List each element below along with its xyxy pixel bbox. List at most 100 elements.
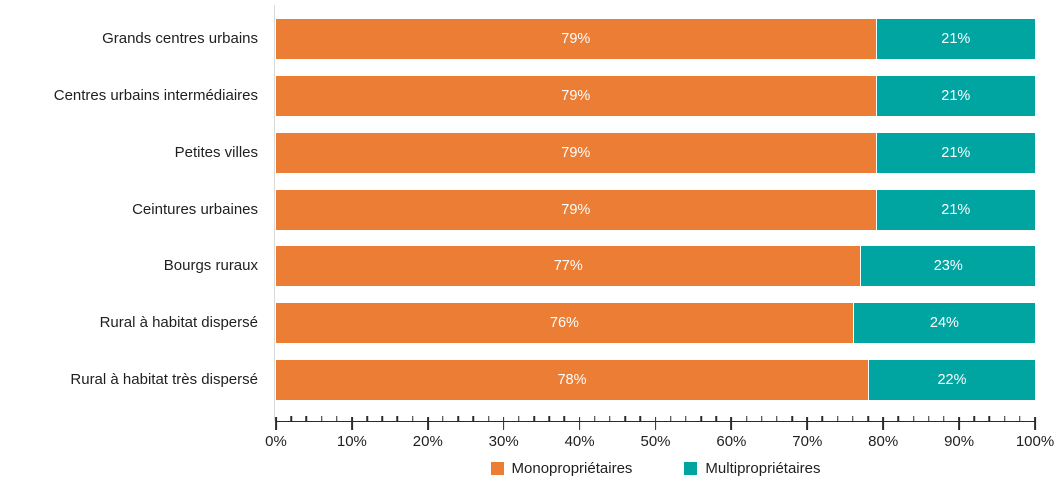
data-label: 22% <box>937 372 967 389</box>
category-label: Ceintures urbaines <box>132 200 258 218</box>
minor-tick <box>973 415 976 422</box>
x-tick-label: 80% <box>868 433 899 450</box>
minor-tick <box>305 415 308 422</box>
minor-tick <box>943 415 945 422</box>
stacked-bar: 77% 23% <box>276 246 1035 287</box>
minor-tick <box>669 415 672 422</box>
minor-tick <box>411 415 414 422</box>
x-tick-label: 40% <box>564 433 595 450</box>
table-row: Petites villes 79% 21% <box>0 132 1035 173</box>
table-row: Centres urbains intermédiaires 79% 21% <box>0 75 1035 116</box>
minor-tick <box>487 415 490 422</box>
major-tick <box>502 417 505 430</box>
legend-swatch-icon <box>490 462 504 475</box>
bar-segment-multipropriétaires: 22% <box>868 360 1035 401</box>
x-tick-label: 20% <box>412 433 443 450</box>
bar-segment-monopropriétaires: 78% <box>276 360 869 401</box>
minor-tick <box>867 415 869 422</box>
minor-tick <box>927 415 930 422</box>
major-tick <box>1034 417 1036 430</box>
bar-segment-monopropriétaires: 77% <box>276 246 861 287</box>
major-tick <box>350 417 353 430</box>
minor-tick <box>821 415 824 422</box>
stacked-bar: 79% 21% <box>276 189 1035 230</box>
x-tick-label: 60% <box>716 433 747 450</box>
minor-tick <box>533 415 535 422</box>
minor-tick <box>1019 415 1021 422</box>
minor-tick <box>745 415 748 422</box>
data-label: 79% <box>561 144 591 161</box>
legend-item: Multipropriétaires <box>684 460 820 477</box>
table-row: Ceintures urbaines 79% 21% <box>0 189 1035 230</box>
minor-tick <box>639 415 642 422</box>
minor-tick <box>381 415 383 422</box>
data-label: 79% <box>561 31 591 47</box>
category-label: Bourgs ruraux <box>163 257 258 275</box>
table-row: Rural à habitat dispersé 76% 24% <box>0 303 1035 344</box>
major-tick <box>730 417 733 430</box>
major-tick <box>654 417 657 430</box>
data-label: 21% <box>941 144 971 161</box>
table-row: Bourgs ruraux 77% 23% <box>0 246 1035 287</box>
minor-tick <box>685 415 687 422</box>
minor-tick <box>594 415 596 422</box>
bar-segment-multipropriétaires: 23% <box>860 246 1035 287</box>
minor-tick <box>897 415 900 422</box>
minor-tick <box>563 415 566 422</box>
x-tick-label: 100% <box>1015 433 1055 450</box>
minor-tick <box>836 415 839 422</box>
major-tick <box>578 417 581 430</box>
minor-tick <box>1003 415 1006 422</box>
minor-tick <box>988 415 991 422</box>
major-tick <box>426 417 429 430</box>
minor-tick <box>791 415 793 422</box>
x-tick-label: 30% <box>488 433 519 450</box>
minor-tick <box>912 415 915 422</box>
stacked-bar: 76% 24% <box>276 303 1035 344</box>
minor-tick <box>442 415 444 422</box>
data-label: 21% <box>941 87 971 104</box>
minor-tick <box>320 415 323 422</box>
major-tick <box>958 417 960 430</box>
bar-segment-multipropriétaires: 21% <box>875 189 1035 230</box>
legend: Monopropriétaires Multipropriétaires <box>276 460 1035 477</box>
minor-tick <box>776 415 778 422</box>
category-label: Grands centres urbains <box>102 30 258 47</box>
minor-tick <box>624 415 626 422</box>
minor-tick <box>396 415 399 422</box>
minor-tick <box>457 415 459 422</box>
data-label: 76% <box>549 315 579 332</box>
bar-segment-multipropriétaires: 21% <box>875 19 1035 59</box>
data-label: 21% <box>941 31 971 47</box>
data-label: 77% <box>553 258 583 275</box>
stacked-bar: 79% 21% <box>276 132 1035 173</box>
stacked-bar: 79% 21% <box>276 75 1035 116</box>
bar-segment-monopropriétaires: 79% <box>276 75 876 116</box>
minor-tick <box>518 415 520 422</box>
legend-label: Monopropriétaires <box>511 460 633 477</box>
x-tick-label: 50% <box>640 433 671 450</box>
data-label: 23% <box>933 258 963 275</box>
bar-segment-multipropriétaires: 21% <box>875 132 1035 173</box>
data-label: 24% <box>929 315 959 332</box>
x-axis: 0% 10% 20% 30% 40% 50% 60% 70% 80% 90% 100% <box>265 413 1054 453</box>
legend-item: Monopropriétaires <box>490 460 633 477</box>
bar-segment-monopropriétaires: 76% <box>276 303 853 344</box>
major-tick <box>882 417 885 430</box>
category-label: Petites villes <box>174 143 258 161</box>
minor-tick <box>290 415 292 422</box>
minor-tick <box>761 415 763 422</box>
legend-label: Multipropriétaires <box>705 460 821 477</box>
data-label: 79% <box>561 201 591 218</box>
bar-segment-monopropriétaires: 79% <box>276 19 876 59</box>
minor-tick <box>852 415 854 422</box>
major-tick <box>806 417 809 430</box>
table-row: Rural à habitat très dispersé 78% 22% <box>0 360 1035 401</box>
minor-tick <box>700 415 702 422</box>
minor-tick <box>715 415 717 422</box>
bar-segment-multipropriétaires: 21% <box>875 75 1035 116</box>
stacked-bar: 78% 22% <box>276 360 1035 401</box>
minor-tick <box>335 415 338 422</box>
category-label: Centres urbains intermédiaires <box>53 86 258 104</box>
